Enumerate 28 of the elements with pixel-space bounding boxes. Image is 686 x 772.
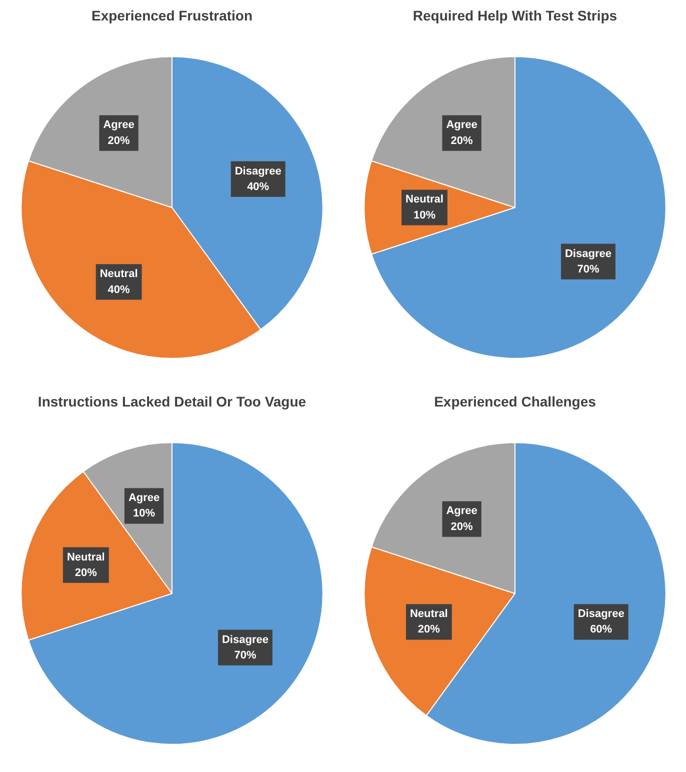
data-label: 40% (247, 180, 270, 193)
data-label: 70% (577, 263, 600, 276)
slice-label: Agree (103, 119, 134, 132)
data-label: 70% (234, 649, 256, 662)
slice-label: Disagree (564, 248, 612, 260)
slice-label: Neutral (410, 608, 448, 620)
slice-label: Disagree (234, 165, 282, 178)
slice-label: Neutral (406, 194, 444, 206)
chart-title: Experienced Challenges (434, 394, 596, 410)
slice-label: Neutral (100, 268, 138, 280)
data-label: 10% (413, 209, 436, 222)
slice-label: Disagree (222, 634, 268, 646)
slice-label: Agree (128, 492, 160, 504)
data-label: 10% (133, 508, 156, 520)
slice-label: Disagree (578, 608, 624, 620)
data-label: 20% (450, 134, 474, 147)
slice-label: Agree (446, 505, 478, 518)
data-label: 20% (108, 134, 130, 147)
data-label: 20% (418, 624, 440, 636)
data-label: 60% (590, 624, 612, 636)
chart-title: Instructions Lacked Detail Or Too Vague (38, 394, 306, 410)
slice-label: Neutral (66, 551, 105, 564)
data-label: 20% (74, 566, 98, 579)
chart-title: Experienced Frustration (91, 8, 253, 24)
data-label: 20% (450, 520, 474, 533)
data-label: 40% (108, 284, 130, 296)
chart-title: Required Help With Test Strips (412, 8, 618, 24)
slice-label: Agree (446, 119, 478, 132)
